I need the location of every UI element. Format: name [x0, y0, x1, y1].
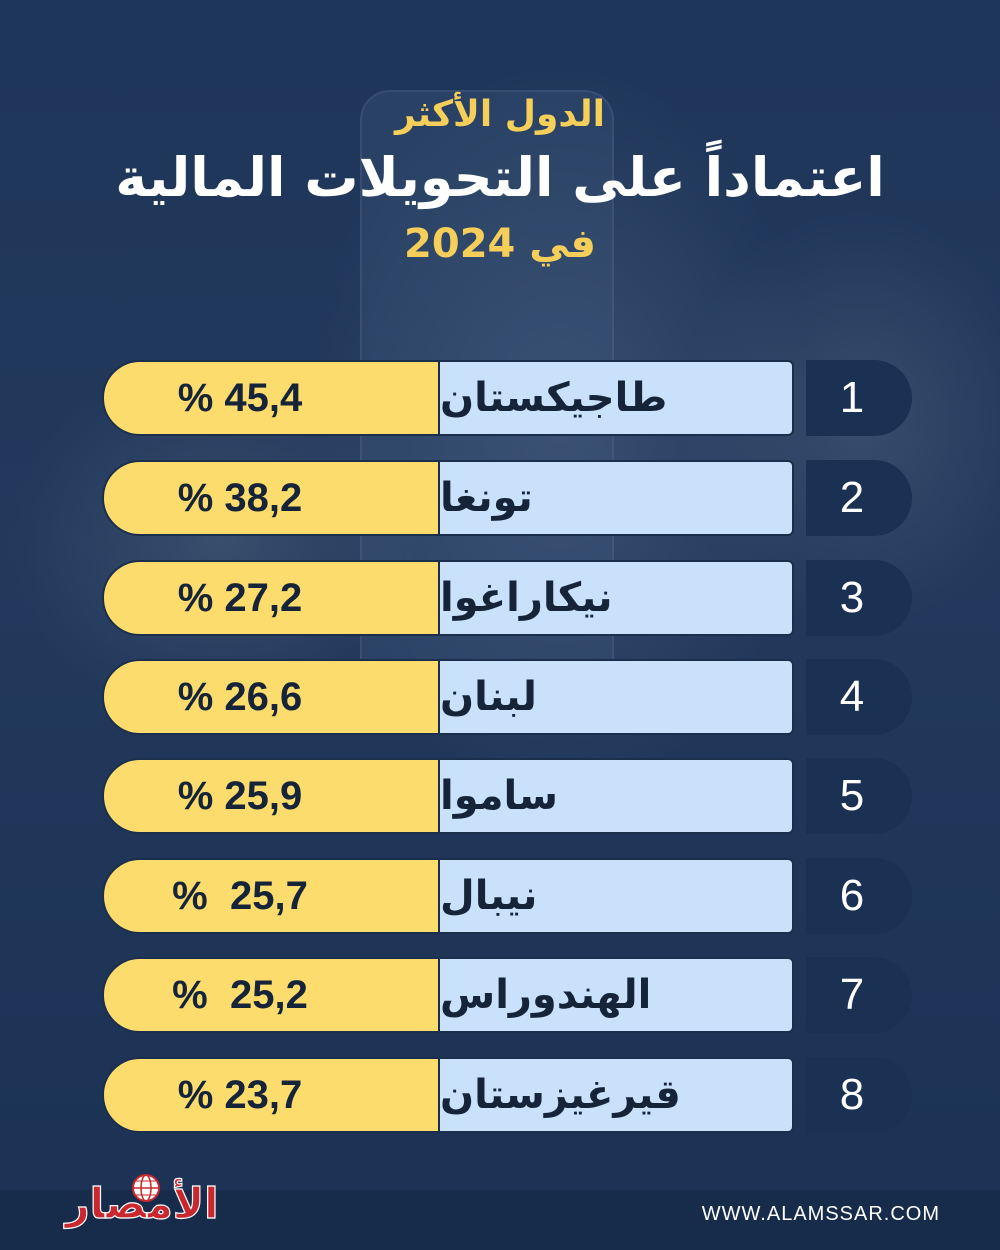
value-cell: % 38,2 — [102, 460, 440, 536]
value-cell: % 23,7 — [102, 1057, 440, 1133]
country-cell: تونغا — [438, 460, 794, 536]
rank-cell: 7 — [806, 957, 912, 1033]
country-cell: ساموا — [438, 758, 794, 834]
rank-cell: 2 — [806, 460, 912, 536]
chart-header: الدول الأكثر اعتماداً على التحويلات الما… — [0, 90, 1000, 272]
website-url: WWW.ALAMSSAR.COM — [701, 1203, 940, 1225]
table-row: % 26,6 لبنان 4 — [0, 657, 1000, 737]
table-row: % 23,7 قيرغيزستان 8 — [0, 1055, 1000, 1135]
alamssar-logo: الأمصار — [63, 1174, 219, 1229]
rank-cell: 5 — [806, 758, 912, 834]
table-row: % 25,9 ساموا 5 — [0, 756, 1000, 836]
logo-text: الأمصار — [63, 1178, 218, 1228]
rank-cell: 1 — [806, 360, 912, 436]
footer-bar — [0, 1190, 1000, 1250]
country-cell: نيكاراغوا — [438, 560, 794, 636]
country-cell: نيبال — [438, 858, 794, 934]
table-row: % 25,2 الهندوراس 7 — [0, 955, 1000, 1035]
table-row: % 27,2 نيكاراغوا 3 — [0, 558, 1000, 638]
value-cell: % 25,2 — [102, 957, 440, 1033]
rank-cell: 6 — [806, 858, 912, 934]
value-cell: % 25,9 — [102, 758, 440, 834]
country-cell: قيرغيزستان — [438, 1057, 794, 1133]
country-cell: الهندوراس — [438, 957, 794, 1033]
value-cell: % 26,6 — [102, 659, 440, 735]
table-row: % 45,4 طاجيكستان 1 — [0, 358, 1000, 438]
title-line-3: في 2024 — [404, 221, 596, 267]
value-cell: % 27,2 — [102, 560, 440, 636]
rank-cell: 3 — [806, 560, 912, 636]
table-row: % 25,7 نيبال 6 — [0, 856, 1000, 936]
title-line-2: اعتماداً على التحويلات المالية — [115, 146, 885, 209]
value-cell: % 25,7 — [102, 858, 440, 934]
value-cell: % 45,4 — [102, 360, 440, 436]
rank-cell: 4 — [806, 659, 912, 735]
country-cell: لبنان — [438, 659, 794, 735]
globe-icon — [132, 1174, 160, 1202]
title-line-1: الدول الأكثر — [395, 94, 605, 135]
table-row: % 38,2 تونغا 2 — [0, 458, 1000, 538]
country-cell: طاجيكستان — [438, 360, 794, 436]
rank-cell: 8 — [806, 1057, 912, 1133]
